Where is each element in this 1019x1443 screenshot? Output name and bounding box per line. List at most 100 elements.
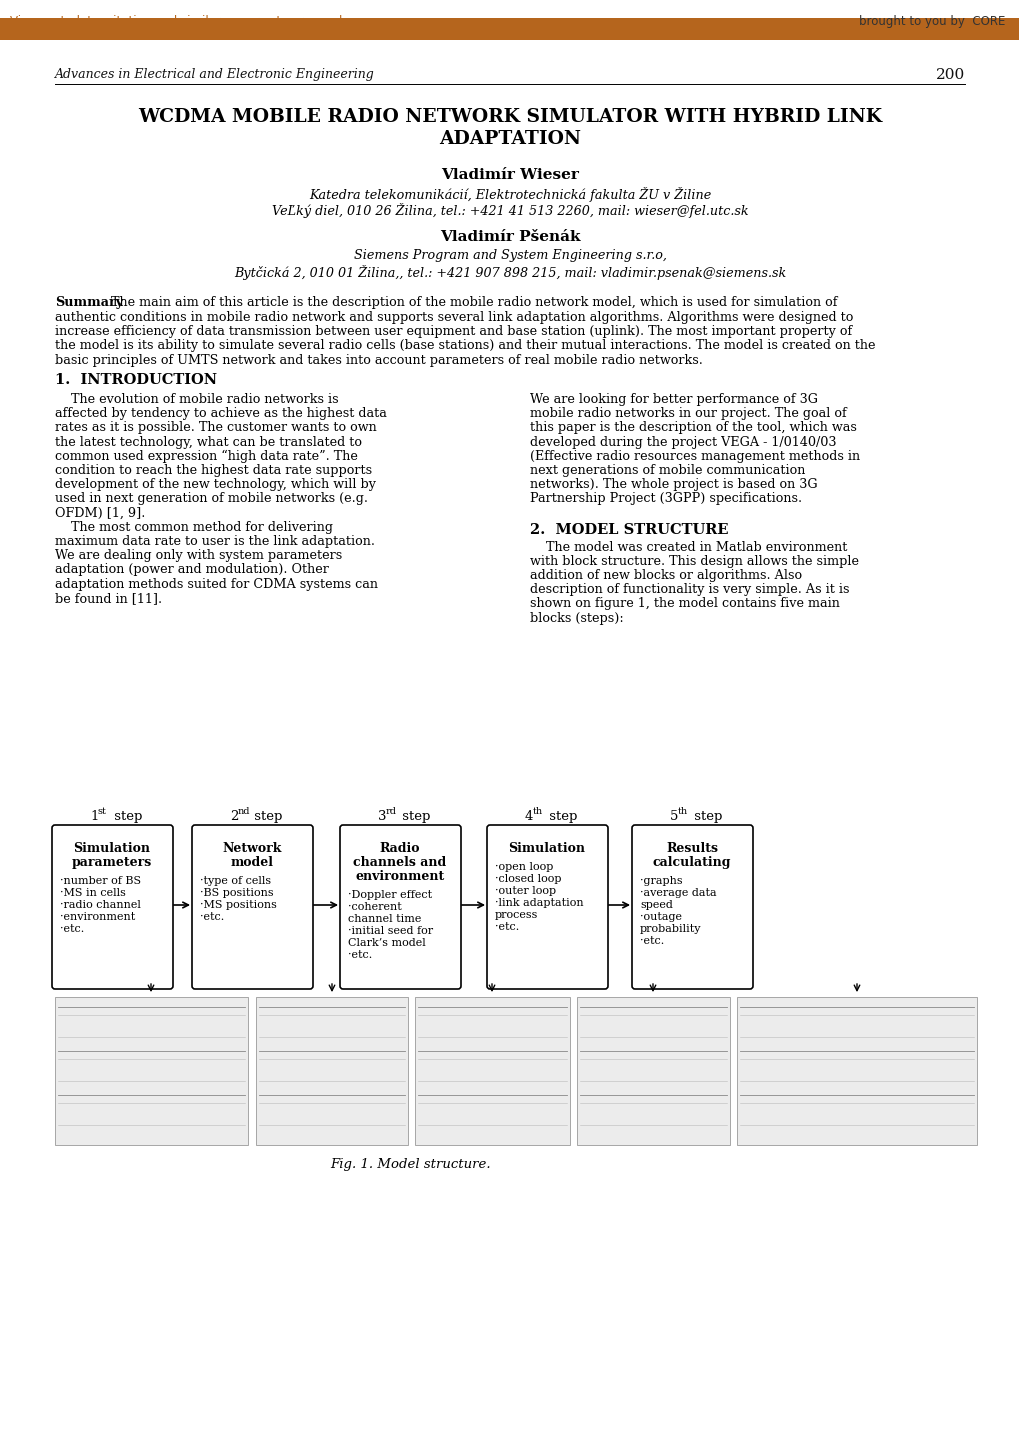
Bar	[0, 17, 1019, 40]
Text: common used expression “high data rate”. The: common used expression “high data rate”.…	[55, 450, 358, 463]
Text: ·outage: ·outage	[639, 912, 682, 922]
Text: The evolution of mobile radio networks is: The evolution of mobile radio networks i…	[55, 392, 338, 405]
Text: ·initial seed for: ·initial seed for	[347, 926, 433, 937]
Text: ·average data: ·average data	[639, 887, 716, 898]
Text: Simulation: Simulation	[73, 843, 151, 856]
Text: th: th	[678, 807, 688, 815]
Text: increase efficiency of data transmission between user equipment and base station: increase efficiency of data transmission…	[55, 325, 852, 338]
Text: The model was created in Matlab environment: The model was created in Matlab environm…	[530, 541, 847, 554]
FancyBboxPatch shape	[339, 825, 461, 988]
Text: nd: nd	[237, 807, 251, 815]
Text: next generations of mobile communication: next generations of mobile communication	[530, 465, 805, 478]
FancyBboxPatch shape	[632, 825, 752, 988]
Bar	[737, 997, 976, 1144]
Text: Advances in Electrical and Electronic Engineering: Advances in Electrical and Electronic En…	[55, 68, 374, 81]
Text: addition of new blocks or algorithms. Also: addition of new blocks or algorithms. Al…	[530, 569, 801, 582]
Text: VeĽký diel, 010 26 Žilina, tel.: +421 41 513 2260, mail: wieser@fel.utc.sk: VeĽký diel, 010 26 Žilina, tel.: +421 41…	[271, 203, 748, 218]
Text: ·coherent: ·coherent	[347, 902, 401, 912]
Text: 1.  INTRODUCTION: 1. INTRODUCTION	[55, 372, 217, 387]
Text: description of functionality is very simple. As it is: description of functionality is very sim…	[530, 583, 849, 596]
Text: step: step	[110, 810, 143, 823]
Text: WCDMA MOBILE RADIO NETWORK SIMULATOR WITH HYBRID LINK: WCDMA MOBILE RADIO NETWORK SIMULATOR WIT…	[138, 108, 881, 126]
Text: ·etc.: ·etc.	[200, 912, 224, 922]
Text: step: step	[250, 810, 282, 823]
Text: Results: Results	[665, 843, 717, 856]
Text: ·environment: ·environment	[60, 912, 136, 922]
Text: developed during the project VEGA - 1/0140/03: developed during the project VEGA - 1/01…	[530, 436, 836, 449]
Bar	[577, 997, 730, 1144]
Text: condition to reach the highest data rate supports: condition to reach the highest data rate…	[55, 465, 372, 478]
Text: authentic conditions in mobile radio network and supports several link adaptatio: authentic conditions in mobile radio net…	[55, 310, 853, 323]
Text: ·open loop: ·open loop	[494, 861, 553, 872]
Text: channel time: channel time	[347, 913, 421, 924]
Text: ·etc.: ·etc.	[60, 924, 85, 934]
Text: We are looking for better performance of 3G: We are looking for better performance of…	[530, 392, 817, 405]
Text: Radio: Radio	[379, 843, 420, 856]
Text: Clark’s model: Clark’s model	[347, 938, 425, 948]
Text: ·graphs: ·graphs	[639, 876, 682, 886]
Text: 3: 3	[378, 810, 386, 823]
Bar	[256, 997, 408, 1144]
Text: used in next generation of mobile networks (e.g.: used in next generation of mobile networ…	[55, 492, 368, 505]
Text: speed: speed	[639, 900, 673, 911]
Text: adaptation (power and modulation). Other: adaptation (power and modulation). Other	[55, 563, 328, 576]
FancyBboxPatch shape	[192, 825, 313, 988]
Text: process: process	[494, 911, 538, 921]
Text: (Effective radio resources management methods in: (Effective radio resources management me…	[530, 450, 859, 463]
Text: parameters: parameters	[71, 856, 152, 869]
Text: ·type of cells: ·type of cells	[200, 876, 271, 886]
Text: with block structure. This design allows the simple: with block structure. This design allows…	[530, 554, 858, 567]
Text: this paper is the description of the tool, which was: this paper is the description of the too…	[530, 421, 856, 434]
Text: ·link adaptation: ·link adaptation	[494, 898, 583, 908]
Text: ·etc.: ·etc.	[639, 937, 663, 947]
Text: 200: 200	[934, 68, 964, 82]
Text: 2.  MODEL STRUCTURE: 2. MODEL STRUCTURE	[530, 522, 728, 537]
Text: Partnership Project (3GPP) specifications.: Partnership Project (3GPP) specification…	[530, 492, 801, 505]
Text: Simulation: Simulation	[508, 843, 585, 856]
Text: rates as it is possible. The customer wants to own: rates as it is possible. The customer wa…	[55, 421, 376, 434]
Text: ·number of BS: ·number of BS	[60, 876, 141, 886]
Text: ·etc.: ·etc.	[494, 922, 519, 932]
Text: model: model	[230, 856, 273, 869]
Text: step: step	[689, 810, 721, 823]
Text: development of the new technology, which will by: development of the new technology, which…	[55, 478, 376, 491]
Text: calculating: calculating	[652, 856, 731, 869]
Text: networks). The whole project is based on 3G: networks). The whole project is based on…	[530, 478, 817, 491]
Text: ·BS positions: ·BS positions	[200, 887, 273, 898]
Text: ·closed loop: ·closed loop	[494, 874, 560, 885]
Text: Bytčická 2, 010 01 Žilina,, tel.: +421 907 898 215, mail: vladimir.psenak@siemen: Bytčická 2, 010 01 Žilina,, tel.: +421 9…	[233, 266, 786, 280]
Text: View metadata, citation and similar papers at core.ac.uk: View metadata, citation and similar pape…	[10, 14, 345, 27]
Text: st: st	[98, 807, 107, 815]
Text: 4: 4	[525, 810, 533, 823]
Text: rd: rd	[385, 807, 396, 815]
Text: The most common method for delivering: The most common method for delivering	[55, 521, 332, 534]
FancyBboxPatch shape	[486, 825, 607, 988]
Text: Siemens Program and System Engineering s.r.o,: Siemens Program and System Engineering s…	[354, 250, 665, 263]
Text: ADAPTATION: ADAPTATION	[438, 130, 581, 149]
Text: The main aim of this article is the description of the mobile radio network mode: The main aim of this article is the desc…	[111, 296, 837, 309]
Text: maximum data rate to user is the link adaptation.: maximum data rate to user is the link ad…	[55, 535, 375, 548]
Text: shown on figure 1, the model contains five main: shown on figure 1, the model contains fi…	[530, 597, 839, 610]
Text: adaptation methods suited for CDMA systems can: adaptation methods suited for CDMA syste…	[55, 577, 378, 590]
Text: step: step	[397, 810, 430, 823]
Text: basic principles of UMTS network and takes into account parameters of real mobil: basic principles of UMTS network and tak…	[55, 354, 702, 367]
Text: th: th	[533, 807, 542, 815]
Text: Vladimír Wieser: Vladimír Wieser	[440, 167, 579, 182]
Text: affected by tendency to achieve as the highest data: affected by tendency to achieve as the h…	[55, 407, 386, 420]
Text: 2: 2	[229, 810, 238, 823]
Text: Vladimír Pšenák: Vladimír Pšenák	[439, 229, 580, 244]
Text: Fig. 1. Model structure.: Fig. 1. Model structure.	[330, 1157, 490, 1172]
Text: Katedra telekomunikácií, Elektrotechnická fakulta ŽU v Žiline: Katedra telekomunikácií, Elektrotechnick…	[309, 188, 710, 202]
Text: be found in [11].: be found in [11].	[55, 592, 162, 605]
Bar	[55, 997, 248, 1144]
Text: 5: 5	[669, 810, 678, 823]
FancyBboxPatch shape	[52, 825, 173, 988]
Text: Network: Network	[222, 843, 281, 856]
Text: ·MS positions: ·MS positions	[200, 900, 276, 911]
Text: brought to you by  CORE: brought to you by CORE	[858, 14, 1004, 27]
Text: Summary: Summary	[55, 296, 123, 309]
Text: the latest technology, what can be translated to: the latest technology, what can be trans…	[55, 436, 362, 449]
Text: ·etc.: ·etc.	[347, 949, 372, 960]
Text: ·MS in cells: ·MS in cells	[60, 887, 125, 898]
Text: 1: 1	[90, 810, 98, 823]
